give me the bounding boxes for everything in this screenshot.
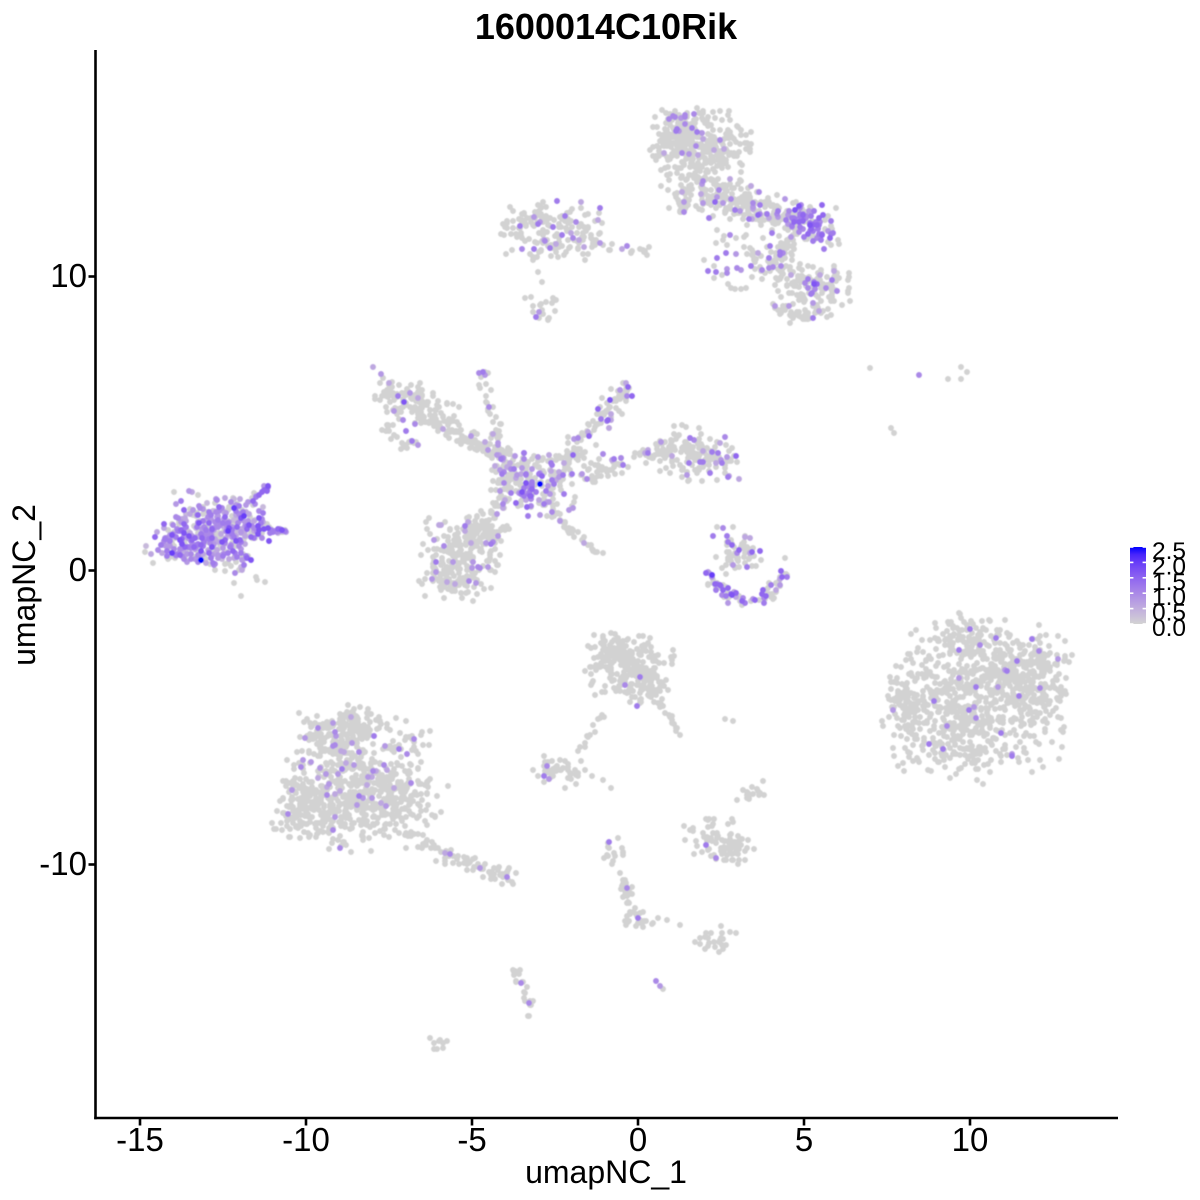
svg-text:-5: -5	[457, 1121, 486, 1158]
svg-text:2.0: 2.0	[1152, 553, 1186, 580]
svg-text:2.5: 2.5	[1152, 538, 1186, 565]
svg-text:umapNC_1: umapNC_1	[525, 1154, 687, 1190]
svg-text:0: 0	[629, 1121, 647, 1158]
svg-text:10: 10	[50, 257, 87, 294]
svg-text:-10: -10	[39, 845, 87, 882]
svg-text:10: 10	[952, 1121, 989, 1158]
svg-text:1.5: 1.5	[1152, 569, 1186, 596]
svg-text:0.5: 0.5	[1152, 600, 1186, 627]
svg-text:umapNC_2: umapNC_2	[6, 504, 42, 666]
svg-text:1600014C10Rik: 1600014C10Rik	[475, 6, 738, 47]
svg-text:0.0: 0.0	[1152, 615, 1186, 642]
svg-text:5: 5	[795, 1121, 813, 1158]
svg-text:-15: -15	[116, 1121, 164, 1158]
svg-text:1.0: 1.0	[1152, 584, 1186, 611]
svg-text:-10: -10	[282, 1121, 330, 1158]
svg-text:0: 0	[69, 551, 87, 588]
